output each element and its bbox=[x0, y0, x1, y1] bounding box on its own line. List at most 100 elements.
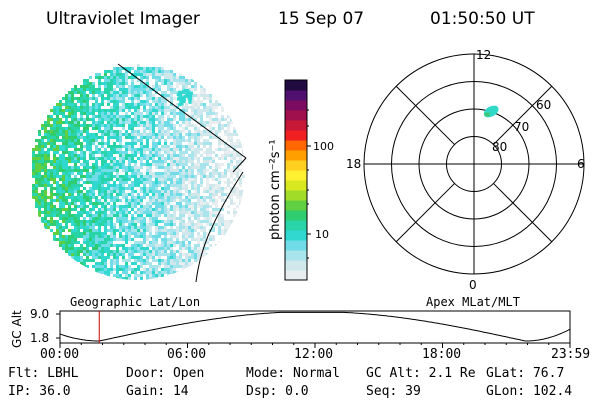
image-pixel bbox=[188, 256, 191, 259]
imager-title: Ultraviolet Imager bbox=[46, 9, 200, 29]
image-pixel bbox=[200, 196, 203, 199]
image-pixel bbox=[230, 169, 233, 172]
image-pixel bbox=[80, 142, 83, 145]
image-pixel bbox=[50, 190, 53, 193]
image-pixel bbox=[167, 217, 170, 220]
image-pixel bbox=[116, 145, 119, 148]
image-pixel bbox=[113, 115, 116, 118]
image-pixel bbox=[143, 187, 146, 190]
image-pixel bbox=[182, 265, 185, 268]
image-pixel bbox=[179, 178, 182, 181]
image-pixel bbox=[74, 238, 77, 241]
image-pixel bbox=[59, 139, 62, 142]
image-pixel bbox=[80, 112, 83, 115]
image-pixel bbox=[218, 166, 221, 169]
image-pixel bbox=[209, 211, 212, 214]
image-pixel bbox=[158, 181, 161, 184]
image-pixel bbox=[71, 94, 74, 97]
image-pixel bbox=[65, 100, 68, 103]
image-pixel bbox=[194, 163, 197, 166]
image-pixel bbox=[101, 151, 104, 154]
image-pixel bbox=[152, 106, 155, 109]
image-pixel bbox=[179, 244, 182, 247]
image-pixel bbox=[164, 268, 167, 271]
image-pixel bbox=[206, 181, 209, 184]
image-pixel bbox=[179, 99, 183, 103]
image-pixel bbox=[212, 136, 215, 139]
image-pixel bbox=[128, 76, 131, 79]
image-pixel bbox=[164, 262, 167, 265]
image-pixel bbox=[161, 133, 164, 136]
image-pixel bbox=[125, 211, 128, 214]
image-pixel bbox=[131, 106, 134, 109]
image-pixel bbox=[107, 139, 110, 142]
image-pixel bbox=[140, 226, 143, 229]
image-pixel bbox=[212, 187, 215, 190]
image-pixel bbox=[83, 88, 86, 91]
image-pixel bbox=[131, 130, 134, 133]
image-pixel bbox=[185, 79, 188, 82]
image-pixel bbox=[152, 97, 155, 100]
image-pixel bbox=[203, 151, 206, 154]
image-pixel bbox=[110, 136, 113, 139]
image-pixel bbox=[191, 172, 194, 175]
image-pixel bbox=[101, 115, 104, 118]
image-pixel bbox=[170, 244, 173, 247]
image-pixel bbox=[86, 250, 89, 253]
image-pixel bbox=[77, 97, 80, 100]
image-pixel bbox=[173, 97, 176, 100]
image-pixel bbox=[68, 217, 71, 220]
image-pixel bbox=[155, 241, 158, 244]
image-pixel bbox=[113, 175, 116, 178]
image-pixel bbox=[140, 232, 143, 235]
image-pixel bbox=[152, 115, 155, 118]
image-pixel bbox=[32, 154, 35, 157]
image-pixel bbox=[104, 133, 107, 136]
image-pixel bbox=[122, 259, 125, 262]
image-pixel bbox=[155, 265, 158, 268]
image-pixel bbox=[44, 175, 47, 178]
image-pixel bbox=[65, 250, 68, 253]
image-pixel bbox=[239, 169, 242, 172]
image-pixel bbox=[68, 151, 71, 154]
image-pixel bbox=[155, 118, 158, 121]
image-pixel bbox=[140, 220, 143, 223]
image-pixel bbox=[176, 181, 179, 184]
mlt-label-0: 0 bbox=[469, 278, 477, 292]
image-pixel bbox=[134, 115, 137, 118]
image-pixel bbox=[56, 181, 59, 184]
image-pixel bbox=[146, 190, 149, 193]
image-pixel bbox=[143, 145, 146, 148]
image-pixel bbox=[164, 253, 167, 256]
image-pixel bbox=[158, 202, 161, 205]
image-pixel bbox=[224, 235, 227, 238]
image-pixel bbox=[206, 214, 209, 217]
image-pixel bbox=[146, 79, 149, 82]
image-pixel bbox=[152, 241, 155, 244]
image-pixel bbox=[161, 205, 164, 208]
image-pixel bbox=[119, 211, 122, 214]
image-pixel bbox=[155, 202, 158, 205]
image-pixel bbox=[89, 139, 92, 142]
image-pixel bbox=[182, 199, 185, 202]
image-pixel bbox=[122, 214, 125, 217]
image-pixel bbox=[47, 154, 50, 157]
image-pixel bbox=[188, 157, 191, 160]
image-pixel bbox=[83, 250, 86, 253]
image-pixel bbox=[233, 208, 236, 211]
image-pixel bbox=[77, 133, 80, 136]
image-pixel bbox=[200, 115, 203, 118]
image-pixel bbox=[77, 136, 80, 139]
image-pixel bbox=[134, 148, 137, 151]
image-pixel bbox=[101, 235, 104, 238]
image-pixel bbox=[194, 211, 197, 214]
image-pixel bbox=[101, 208, 104, 211]
image-pixel bbox=[230, 187, 233, 190]
image-pixel bbox=[233, 211, 236, 214]
image-pixel bbox=[137, 118, 140, 121]
image-pixel bbox=[119, 97, 122, 100]
image-pixel bbox=[140, 247, 143, 250]
image-pixel bbox=[176, 103, 179, 106]
image-pixel bbox=[209, 106, 212, 109]
image-pixel bbox=[92, 85, 95, 88]
